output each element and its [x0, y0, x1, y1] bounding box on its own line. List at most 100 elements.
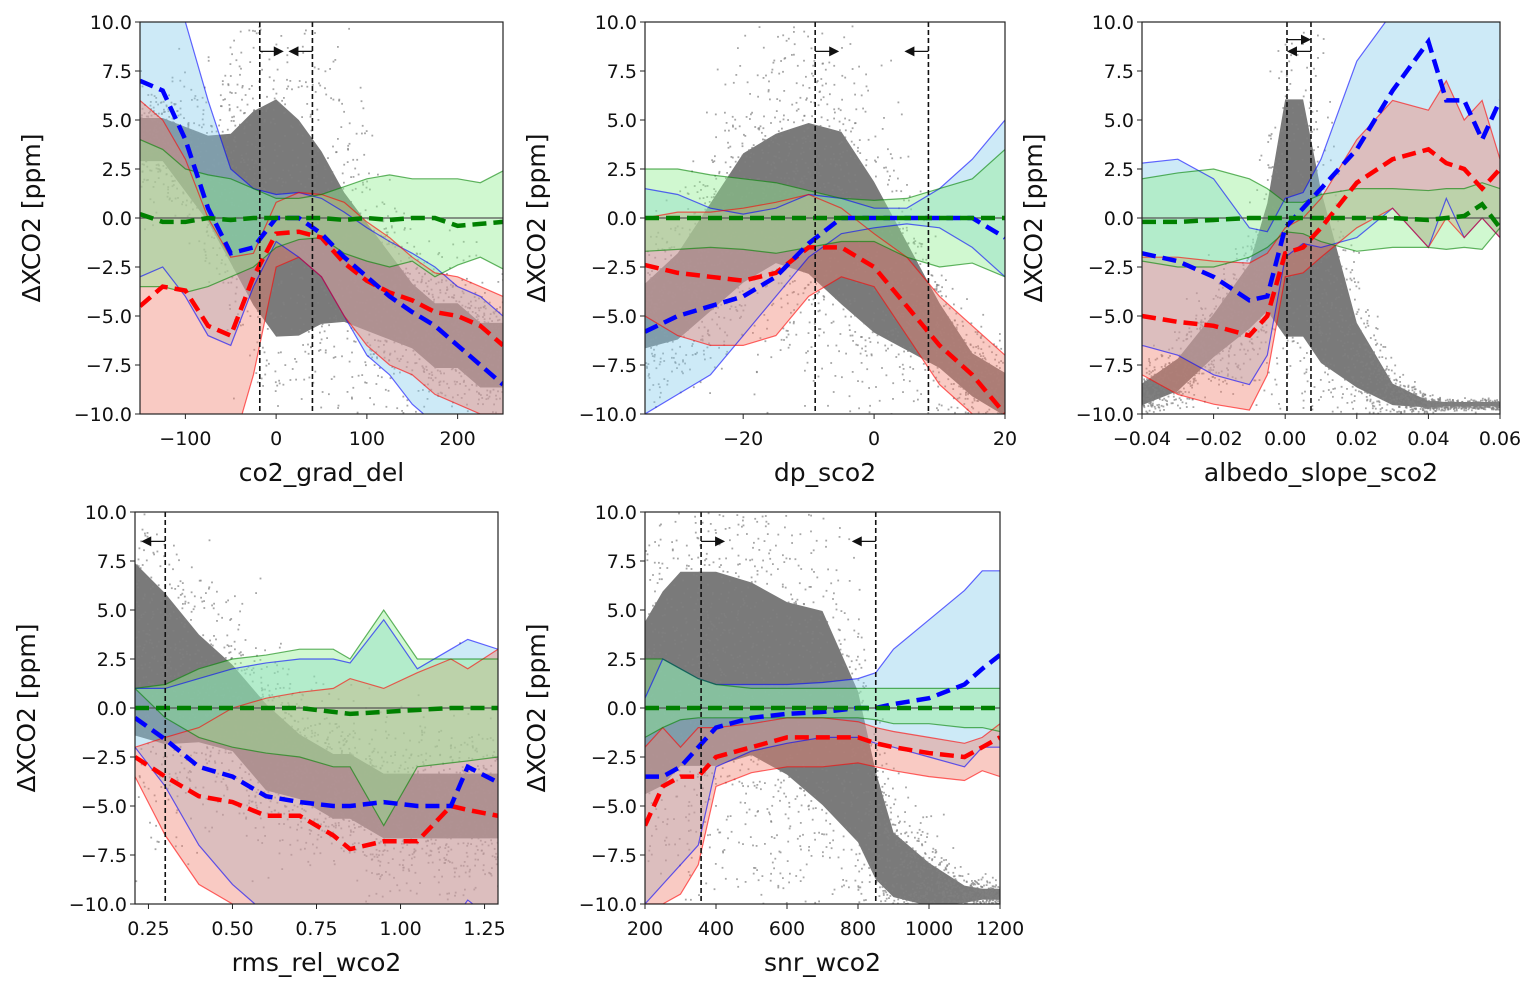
scatter-point: [491, 324, 494, 327]
scatter-point: [807, 258, 810, 261]
scatter-point: [242, 258, 245, 260]
scatter-point: [833, 83, 836, 86]
scatter-point: [898, 305, 900, 308]
scatter-point: [946, 370, 949, 373]
scatter-point: [760, 248, 763, 251]
scatter-point: [227, 84, 230, 87]
scatter-point: [996, 397, 998, 399]
scatter-point: [499, 397, 501, 400]
scatter-point: [275, 224, 277, 227]
scatter-point: [687, 299, 690, 302]
scatter-point: [832, 320, 835, 323]
scatter-point: [827, 404, 829, 407]
scatter-point: [281, 99, 283, 102]
scatter-point: [681, 370, 683, 373]
scatter-point: [438, 252, 441, 254]
scatter-point: [430, 288, 433, 291]
scatter-point: [379, 281, 382, 283]
scatter-point: [337, 283, 340, 286]
scatter-point: [346, 391, 349, 393]
scatter-point: [411, 290, 414, 293]
scatter-point: [968, 384, 971, 387]
scatter-point: [788, 142, 790, 145]
scatter-point: [903, 270, 906, 273]
scatter-point: [938, 371, 940, 374]
scatter-point: [949, 321, 952, 324]
y-tick-label: 5.0: [607, 110, 637, 132]
scatter-point: [907, 322, 910, 324]
scatter-point: [168, 94, 170, 97]
scatter-point: [999, 400, 1002, 403]
scatter-point: [799, 311, 802, 314]
y-tick-label: 5.0: [102, 110, 132, 132]
scatter-point: [734, 259, 737, 261]
scatter-point: [830, 146, 832, 148]
scatter-point: [397, 291, 400, 294]
scatter-point: [850, 315, 852, 318]
scatter-point: [255, 261, 258, 263]
scatter-point: [401, 343, 403, 346]
scatter-point: [161, 125, 164, 127]
scatter-point: [300, 183, 302, 185]
scatter-point: [481, 296, 483, 298]
x-tick-label: 200: [439, 428, 475, 450]
scatter-point: [763, 314, 766, 316]
scatter-point: [786, 182, 789, 185]
scatter-point: [1249, 308, 1251, 311]
scatter-point: [142, 133, 145, 135]
scatter-point: [464, 353, 466, 356]
scatter-point: [676, 315, 678, 318]
scatter-point: [342, 306, 345, 309]
scatter-point: [270, 121, 272, 124]
scatter-point: [347, 316, 350, 319]
scatter-point: [1227, 333, 1229, 336]
scatter-point: [326, 337, 328, 339]
scatter-point: [247, 209, 250, 212]
scatter-point: [330, 180, 333, 183]
scatter-point: [655, 243, 657, 246]
scatter-point: [756, 74, 759, 77]
scatter-point: [1306, 319, 1309, 322]
scatter-point: [678, 233, 681, 236]
scatter-point: [774, 193, 776, 195]
scatter-point: [762, 265, 765, 268]
scatter-point: [286, 78, 288, 81]
scatter-point: [1002, 378, 1005, 381]
scatter-point: [979, 378, 982, 380]
scatter-point: [900, 279, 903, 282]
scatter-point: [192, 208, 194, 211]
scatter-point: [266, 107, 269, 109]
scatter-point: [897, 237, 900, 240]
scatter-point: [915, 304, 918, 307]
scatter-point: [847, 235, 850, 237]
scatter-point: [472, 338, 475, 341]
scatter-point: [311, 315, 314, 317]
scatter-point: [415, 268, 418, 270]
scatter-point: [452, 324, 455, 327]
scatter-point: [809, 214, 811, 217]
scatter-point: [183, 171, 186, 174]
scatter-point: [698, 197, 701, 200]
scatter-point: [231, 276, 234, 279]
scatter-point: [756, 292, 759, 294]
scatter-point: [299, 317, 302, 319]
scatter-point: [761, 232, 763, 234]
scatter-point: [770, 235, 772, 238]
scatter-point: [963, 379, 966, 382]
scatter-point: [751, 146, 754, 149]
scatter-point: [343, 163, 346, 166]
scatter-point: [653, 276, 656, 278]
scatter-point: [721, 293, 723, 296]
scatter-point: [992, 371, 995, 374]
scatter-point: [393, 325, 395, 328]
scatter-point: [701, 237, 704, 240]
scatter-point: [1250, 265, 1253, 267]
scatter-point: [787, 119, 789, 121]
scatter-point: [648, 254, 651, 256]
scatter-point: [720, 280, 723, 283]
scatter-point: [171, 136, 174, 139]
scatter-point: [787, 346, 790, 349]
scatter-point: [898, 228, 901, 230]
scatter-point: [683, 294, 685, 296]
scatter-point: [1317, 203, 1320, 206]
